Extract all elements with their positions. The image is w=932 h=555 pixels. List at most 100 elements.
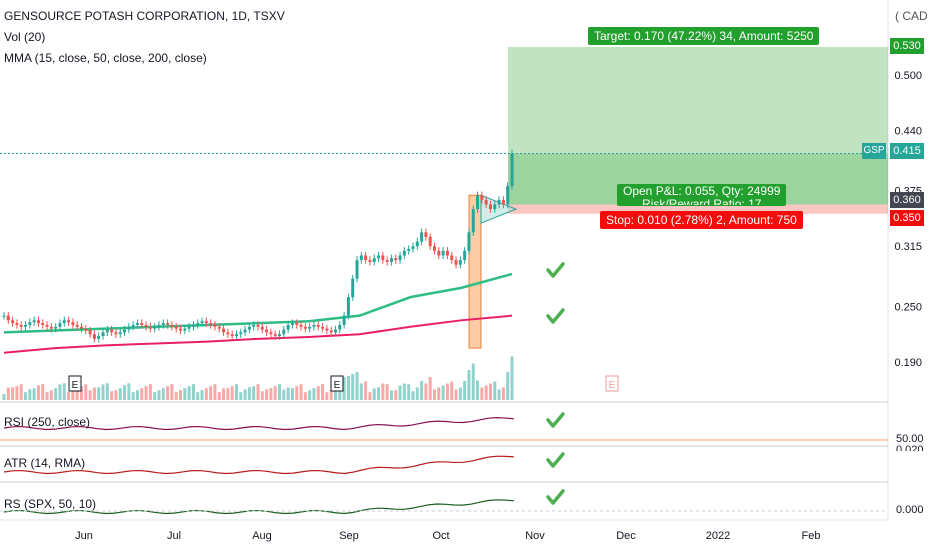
- volume-bar: [191, 384, 195, 400]
- candle-body: [213, 324, 217, 327]
- volume-bar: [428, 377, 432, 400]
- candle-body: [329, 330, 333, 333]
- volume-bar: [381, 383, 385, 400]
- volume-bar: [28, 389, 32, 400]
- time-tick-label: Sep: [339, 530, 359, 542]
- volume-bar: [359, 383, 363, 400]
- price-tick-label: 0.440: [894, 125, 922, 137]
- candle-body: [265, 329, 269, 333]
- candle-body: [351, 278, 355, 298]
- stop-label[interactable]: Stop: 0.010 (2.78%) 2, Amount: 750: [600, 211, 803, 229]
- volume-bar: [252, 386, 256, 400]
- volume-bar: [368, 392, 372, 400]
- candle-body: [398, 255, 402, 261]
- candle-body: [32, 320, 36, 323]
- rsi-level-label: 50.00: [896, 433, 924, 445]
- candle-body: [346, 297, 350, 316]
- candle-body: [506, 185, 510, 205]
- candle-body: [187, 326, 191, 329]
- earnings-marker: E: [68, 375, 82, 392]
- volume-bar: [24, 392, 28, 400]
- stop-price-badge: 0.350: [890, 210, 924, 226]
- candle-body: [127, 326, 131, 330]
- candle-body: [226, 332, 230, 335]
- atr-label[interactable]: ATR (14, RMA): [4, 456, 86, 470]
- volume-bar: [2, 394, 6, 400]
- volume-bar: [290, 388, 294, 400]
- volume-bar: [200, 390, 204, 400]
- volume-bar: [265, 389, 269, 400]
- volume-bar: [420, 381, 424, 400]
- candle-body: [2, 315, 6, 317]
- rsi-label[interactable]: RSI (250, close): [4, 415, 91, 429]
- candle-body: [402, 250, 406, 256]
- check-mark-icon: [546, 412, 565, 428]
- volume-indicator-label[interactable]: Vol (20): [4, 30, 46, 44]
- candle-body: [24, 324, 28, 327]
- volume-bar: [351, 374, 355, 400]
- candle-body: [433, 246, 437, 251]
- volume-bar: [166, 386, 170, 400]
- volume-bar: [445, 383, 449, 400]
- candle-body: [273, 334, 277, 337]
- volume-bar: [105, 383, 109, 400]
- volume-bar: [346, 376, 350, 400]
- candle-body: [282, 329, 286, 335]
- candle-body: [200, 321, 204, 324]
- candle-body: [161, 323, 165, 325]
- candle-body: [148, 326, 152, 329]
- candle-body: [92, 334, 96, 339]
- candle-body: [118, 332, 122, 335]
- candle-body: [114, 332, 118, 335]
- volume-bar: [45, 392, 49, 400]
- candle-body: [389, 258, 393, 262]
- volume-bar: [338, 383, 342, 400]
- last-price-badge: 0.415: [890, 143, 924, 159]
- volume-bar: [114, 390, 118, 400]
- volume-bar: [402, 383, 406, 400]
- candle-body: [123, 329, 127, 333]
- candle-body: [45, 324, 49, 327]
- volume-bar: [424, 383, 428, 400]
- candle-body: [196, 323, 200, 325]
- check-mark-icon: [546, 489, 565, 505]
- candle-body: [471, 209, 475, 233]
- mma-indicator-label[interactable]: MMA (15, close, 50, close, 200, close): [4, 51, 207, 65]
- volume-bar: [148, 384, 152, 400]
- volume-bar: [204, 388, 208, 400]
- candle-body: [71, 322, 75, 325]
- rs-label[interactable]: RS (SPX, 50, 10): [4, 497, 97, 511]
- candle-body: [174, 326, 178, 329]
- currency-label: ( CAD: [895, 9, 928, 23]
- candle-body: [247, 326, 251, 330]
- candle-body: [239, 332, 243, 335]
- volume-bar: [88, 390, 92, 400]
- volume-bar: [161, 388, 165, 400]
- volume-bar: [140, 388, 144, 400]
- volume-bar: [110, 391, 114, 400]
- volume-bar: [476, 380, 480, 400]
- candle-body: [204, 321, 208, 324]
- volume-bar: [415, 387, 419, 400]
- time-tick-label: Jul: [167, 530, 181, 542]
- check-mark-icon: [546, 262, 565, 278]
- volume-bar: [19, 384, 23, 400]
- volume-bar: [32, 388, 36, 400]
- candle-body: [140, 323, 144, 325]
- candle-body: [411, 246, 415, 249]
- volume-bar: [174, 392, 178, 400]
- candle-body: [19, 324, 23, 327]
- target-label[interactable]: Target: 0.170 (47.22%) 34, Amount: 5250: [588, 27, 820, 45]
- volume-bar: [209, 386, 213, 400]
- candle-body: [256, 324, 260, 327]
- open-pnl-label[interactable]: Open P&L: 0.055, Qty: 24999 Risk/Reward …: [617, 184, 787, 206]
- earnings-marker-box: [605, 375, 619, 392]
- candle-body: [170, 324, 174, 327]
- candle-body: [394, 258, 398, 261]
- earnings-marker-letter: E: [334, 380, 341, 391]
- candle-body: [62, 320, 66, 324]
- price-tick-label: 0.500: [894, 70, 922, 82]
- volume-bar: [71, 389, 75, 400]
